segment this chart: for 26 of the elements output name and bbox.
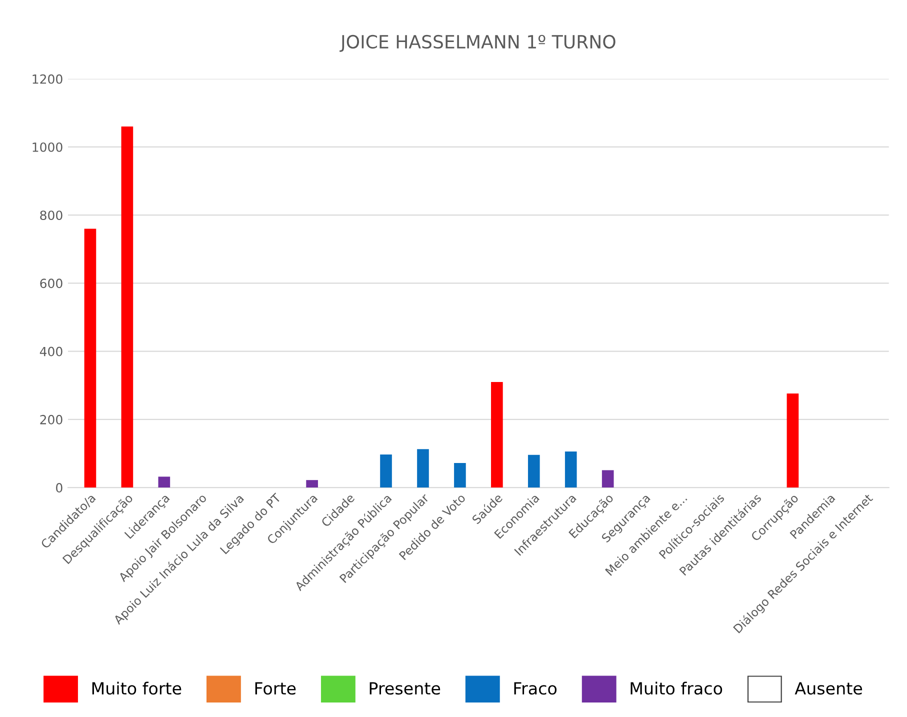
y-tick-label: 600 <box>40 278 62 288</box>
y-tick-label: 800 <box>40 210 62 220</box>
bar <box>84 228 96 488</box>
bar <box>306 480 318 488</box>
bar <box>121 126 134 488</box>
y-tick-label: 0 <box>56 483 62 492</box>
legend-label: Presente <box>370 682 440 695</box>
legend-label: Fraco <box>514 682 557 695</box>
bar <box>528 454 540 488</box>
y-tick-label: 200 <box>40 414 62 424</box>
legend-label: Ausente <box>794 682 862 695</box>
y-tick-label: 400 <box>40 346 62 356</box>
chart-title: JOICE HASSELMANN 1º TURNO <box>340 34 616 52</box>
legend-label: Forte <box>255 682 296 695</box>
bar <box>602 470 614 488</box>
bar <box>158 476 170 488</box>
bar <box>417 449 429 488</box>
y-tick-label: 1000 <box>32 142 62 152</box>
bar <box>454 463 466 488</box>
bar <box>786 394 799 488</box>
legend-label: Muito forte <box>92 682 182 695</box>
bar <box>491 382 503 488</box>
bar <box>564 451 577 488</box>
bar <box>380 454 392 488</box>
y-tick-label: 1200 <box>32 74 62 84</box>
legend-label: Muito fraco <box>630 682 722 695</box>
